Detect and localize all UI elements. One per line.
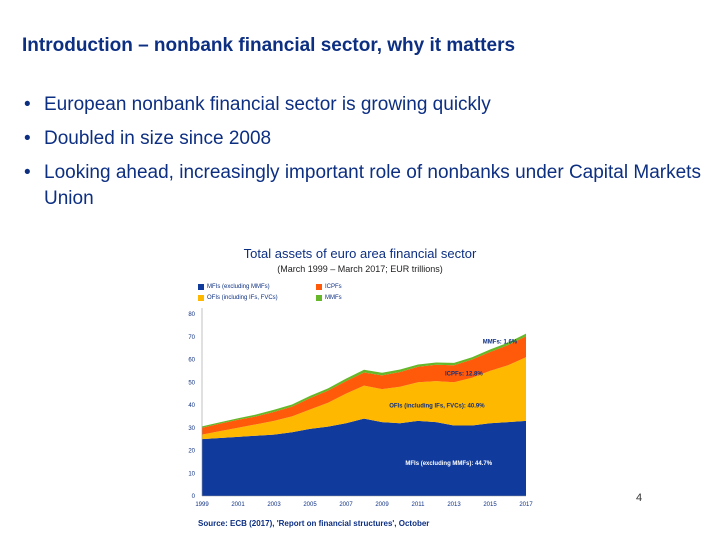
x-tick-label: 2001 xyxy=(231,502,245,508)
series-annotation: ICPFs: 12.8% xyxy=(445,372,483,378)
series-annotation: MFIs (excluding MMFs): 44.7% xyxy=(405,461,492,467)
chart-title: Total assets of euro area financial sect… xyxy=(243,246,477,261)
bullet-list: • European nonbank financial sector is g… xyxy=(22,92,712,220)
x-tick-label: 2017 xyxy=(519,502,533,508)
y-tick-label: 50 xyxy=(188,380,195,386)
legend-swatch-ofis xyxy=(198,295,204,301)
legend-swatch-mmfs xyxy=(316,295,322,301)
legend-label-ofis: OFIs (including IFs, FVCs) xyxy=(207,295,278,301)
slide-title: Introduction – nonbank financial sector,… xyxy=(22,35,516,56)
x-tick-label: 2015 xyxy=(483,502,497,508)
legend-label-mfis: MFIs (excluding MMFs) xyxy=(207,284,270,290)
x-tick-label: 2013 xyxy=(447,502,461,508)
y-tick-label: 40 xyxy=(188,403,195,409)
bullet-text: Doubled in size since 2008 xyxy=(44,128,272,149)
legend-item-mfis: MFIs (excluding MMFs) xyxy=(198,284,270,291)
bullet-symbol: • xyxy=(24,94,31,115)
area-series-icpfs xyxy=(202,336,526,435)
legend-swatch-mfis xyxy=(198,284,204,290)
x-tick-label: 2009 xyxy=(375,502,389,508)
legend-item-mmfs: MMFs xyxy=(316,295,342,302)
y-tick-label: 80 xyxy=(188,312,195,318)
legend-item-icpfs: ICPFs xyxy=(316,284,342,291)
bullet-item: • Looking ahead, increasingly important … xyxy=(22,160,712,212)
x-tick-label: 2011 xyxy=(412,502,426,508)
y-tick-label: 70 xyxy=(188,335,195,341)
bullet-symbol: • xyxy=(24,128,31,149)
page-number: 4 xyxy=(636,492,643,504)
y-tick-label: 20 xyxy=(188,449,195,455)
bullet-item: • European nonbank financial sector is g… xyxy=(22,92,712,118)
bullet-text: Looking ahead, increasingly important ro… xyxy=(44,162,701,209)
y-tick-label: 30 xyxy=(188,426,195,432)
y-tick-label: 10 xyxy=(188,471,195,477)
area-series-mfis xyxy=(202,418,526,496)
bullet-symbol: • xyxy=(24,162,31,183)
source-note: Source: ECB (2017), 'Report on financial… xyxy=(198,519,430,528)
legend-swatch-icpfs xyxy=(316,284,322,290)
legend-label-mmfs: MMFs xyxy=(325,295,342,301)
legend-label-icpfs: ICPFs xyxy=(325,284,342,290)
series-annotation: MMFs: 1.6% xyxy=(483,339,518,345)
x-tick-label: 2003 xyxy=(267,502,281,508)
bullet-item: • Doubled in size since 2008 xyxy=(22,126,712,152)
bullet-text: European nonbank financial sector is gro… xyxy=(44,94,491,115)
legend-item-ofis: OFIs (including IFs, FVCs) xyxy=(198,295,278,302)
y-tick-label: 0 xyxy=(192,494,196,500)
x-tick-label: 2007 xyxy=(339,502,353,508)
chart-subtitle: (March 1999 – March 2017; EUR trillions) xyxy=(277,264,443,274)
series-annotation: OFIs (including IFs, FVCs): 40.9% xyxy=(389,404,485,410)
x-tick-label: 2005 xyxy=(303,502,317,508)
x-tick-label: 1999 xyxy=(195,502,209,508)
y-tick-label: 60 xyxy=(188,358,195,364)
